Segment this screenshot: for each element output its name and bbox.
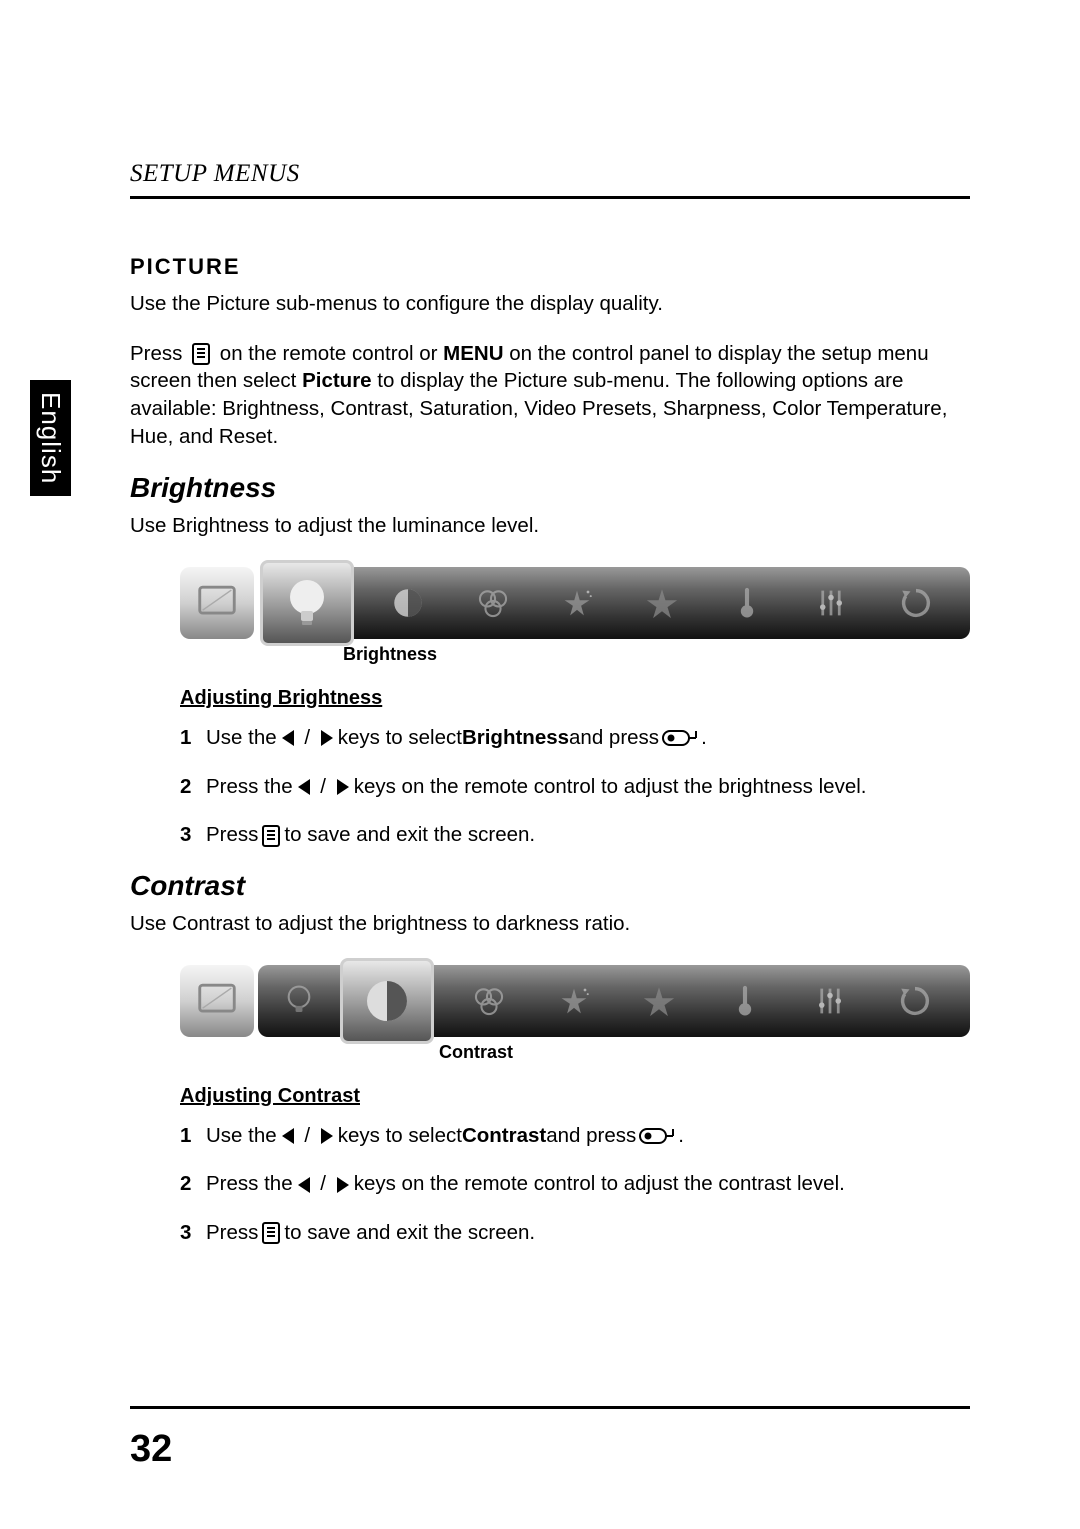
right-arrow-icon	[319, 728, 335, 748]
left-arrow-icon	[296, 1175, 312, 1195]
picture-intro: Use the Picture sub-menus to configure t…	[130, 290, 970, 318]
contrast-caption: Contrast	[388, 1042, 564, 1063]
text: and press	[569, 724, 659, 753]
page-content: SETUP MENUS PICTURE Use the Picture sub-…	[0, 0, 1080, 1328]
step-number: 1	[180, 724, 206, 753]
text: to save and exit the screen.	[284, 1219, 535, 1248]
saturation-icon	[471, 581, 515, 625]
brightness-desc: Use Brightness to adjust the luminance l…	[130, 512, 970, 540]
left-arrow-icon	[280, 1126, 296, 1146]
thermometer-icon	[723, 979, 767, 1023]
text: Use the	[206, 1122, 277, 1151]
left-arrow-icon	[280, 728, 296, 748]
menu-icon	[191, 342, 211, 366]
text: to save and exit the screen.	[284, 821, 535, 850]
contrast-steps-title: Adjusting Contrast	[180, 1085, 970, 1108]
brightness-step-2: 2 Press the / keys on the remote control…	[180, 773, 970, 802]
text: Press the	[206, 773, 293, 802]
menu-icon	[261, 824, 281, 848]
text: keys to select	[338, 1122, 462, 1151]
page-number: 32	[130, 1428, 172, 1471]
right-arrow-icon	[335, 1175, 351, 1195]
left-arrow-icon	[296, 777, 312, 797]
picture-title: PICTURE	[130, 254, 970, 280]
contrast-heading: Contrast	[130, 870, 970, 902]
enter-icon	[639, 1125, 675, 1147]
step-number: 2	[180, 1170, 206, 1199]
contrast-step-3: 3 Press to save and exit the screen.	[180, 1219, 970, 1248]
right-arrow-icon	[335, 777, 351, 797]
text: /	[299, 1122, 316, 1151]
menu-strip-rest	[434, 965, 970, 1037]
star-icon	[640, 581, 684, 625]
text: keys on the remote control to adjust the…	[354, 773, 867, 802]
header-rule	[130, 196, 970, 199]
bulb-icon	[277, 979, 321, 1023]
footer-rule	[130, 1406, 970, 1409]
menu-tile-brightness	[260, 560, 354, 646]
text: and press	[546, 1122, 636, 1151]
brightness-step-1: 1 Use the / keys to select Brightness an…	[180, 724, 970, 753]
step-number: 3	[180, 821, 206, 850]
star-icon	[637, 979, 681, 1023]
contrast-menu-strip: Contrast	[180, 960, 970, 1063]
sliders-icon	[808, 979, 852, 1023]
menu-tile-screen	[180, 567, 254, 639]
brightness-steps-title: Adjusting Brightness	[180, 687, 970, 710]
text: /	[315, 1170, 332, 1199]
text: keys to select	[338, 724, 462, 753]
picture-word: Picture	[302, 369, 372, 392]
step-number: 2	[180, 773, 206, 802]
enter-icon	[662, 727, 698, 749]
step-target: Contrast	[462, 1122, 546, 1151]
header-section: SETUP MENUS	[130, 160, 970, 188]
brightness-heading: Brightness	[130, 472, 970, 504]
menu-tile-contrast	[340, 958, 434, 1044]
contrast-step-2: 2 Press the / keys on the remote control…	[180, 1170, 970, 1199]
brightness-caption: Brightness	[302, 644, 478, 665]
text: Press	[206, 1219, 258, 1248]
star-sparkle-icon	[555, 581, 599, 625]
text: Press the	[206, 1170, 293, 1199]
step-number: 3	[180, 1219, 206, 1248]
text: keys on the remote control to adjust the…	[354, 1170, 845, 1199]
contrast-icon	[386, 581, 430, 625]
contrast-step-1: 1 Use the / keys to select Contrast and …	[180, 1122, 970, 1151]
text: .	[701, 724, 707, 753]
thermometer-icon	[725, 581, 769, 625]
text: Use the	[206, 724, 277, 753]
text: /	[315, 773, 332, 802]
text: on the remote control or	[214, 342, 443, 365]
menu-word: MENU	[443, 342, 503, 365]
text: Press	[206, 821, 258, 850]
step-target: Brightness	[462, 724, 569, 753]
text: /	[299, 724, 316, 753]
contrast-desc: Use Contrast to adjust the brightness to…	[130, 910, 970, 938]
saturation-icon	[467, 979, 511, 1023]
sliders-icon	[809, 581, 853, 625]
brightness-menu-strip: Brightness	[180, 562, 970, 665]
reset-icon	[893, 979, 937, 1023]
menu-tile-screen	[180, 965, 254, 1037]
menu-icon	[261, 1221, 281, 1245]
menu-tile-bulb-dim	[258, 965, 340, 1037]
right-arrow-icon	[319, 1126, 335, 1146]
reset-icon	[894, 581, 938, 625]
picture-press-text: Press on the remote control or MENU on t…	[130, 340, 970, 451]
text: .	[678, 1122, 684, 1151]
star-sparkle-icon	[552, 979, 596, 1023]
brightness-step-3: 3 Press to save and exit the screen.	[180, 821, 970, 850]
menu-strip-rest	[354, 567, 970, 639]
step-number: 1	[180, 1122, 206, 1151]
text: Press	[130, 342, 188, 365]
